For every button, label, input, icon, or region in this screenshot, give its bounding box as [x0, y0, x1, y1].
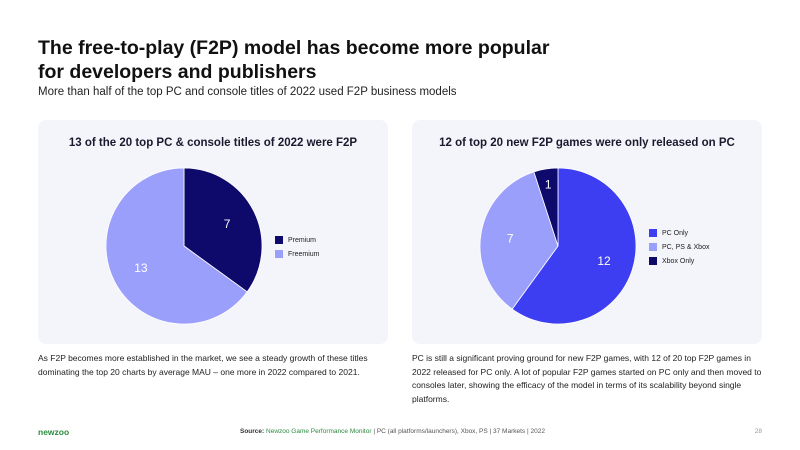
pie-data-label: 12 [597, 254, 611, 268]
pie-data-label: 7 [507, 231, 514, 245]
legend-item: PC, PS & Xbox [649, 241, 709, 253]
chart-panel-right: 12 of top 20 new F2P games were only rel… [412, 120, 762, 344]
pie-data-label: 13 [134, 261, 148, 275]
legend-item: Xbox Only [649, 255, 709, 267]
pie-slice-xbox-only [533, 167, 559, 247]
chart-title-right: 12 of top 20 new F2P games were only rel… [439, 137, 735, 149]
chart-title-left: 13 of the 20 top PC & console titles of … [68, 137, 358, 149]
pie-chart-right: 12 7 1 [479, 167, 637, 325]
source-details: | PC (all platforms/launchers), Xbox, PS… [371, 428, 545, 435]
source-label: Source: [240, 428, 265, 435]
legend-swatch [649, 257, 657, 265]
legend-label: PC, PS & Xbox [662, 243, 710, 251]
newzoo-logo: newzoo [38, 427, 70, 437]
pie-slice-freemium [105, 167, 248, 325]
legend-label: Xbox Only [662, 257, 695, 265]
pie-slice-pc-ps-xbox [479, 171, 559, 310]
legend-item: Premium [275, 234, 320, 246]
chart-panel-left: 13 of the 20 top PC & console titles of … [38, 120, 388, 344]
page-subtitle: More than half of the top PC and console… [38, 86, 457, 98]
legend-item: PC Only [649, 227, 709, 239]
source-link[interactable]: Newzoo Game Performance Monitor [266, 428, 372, 435]
legend-label: Freemium [288, 250, 320, 258]
pie-slice-pc-only [511, 167, 637, 325]
page-number: 28 [754, 428, 762, 435]
legend-label: Premium [288, 236, 317, 244]
legend-swatch [275, 236, 283, 244]
caption-left: As F2P becomes more established in the m… [38, 353, 368, 377]
pie-slice-premium [183, 167, 263, 293]
page-title: The free-to-play (F2P) model has become … [38, 37, 550, 83]
legend-label: PC Only [662, 229, 689, 237]
caption-right: PC is still a significant proving ground… [412, 353, 762, 404]
source-note: Source: Newzoo Game Performance Monitor … [240, 428, 545, 435]
pie-data-label: 7 [224, 217, 231, 231]
pie-chart-left: 7 13 [105, 167, 263, 325]
legend-right: PC Only PC, PS & Xbox Xbox Only [649, 227, 709, 269]
legend-swatch [649, 229, 657, 237]
pie-data-label: 1 [545, 177, 552, 191]
legend-left: Premium Freemium [275, 234, 320, 262]
legend-item: Freemium [275, 248, 320, 260]
legend-swatch [275, 250, 283, 258]
legend-swatch [649, 243, 657, 251]
